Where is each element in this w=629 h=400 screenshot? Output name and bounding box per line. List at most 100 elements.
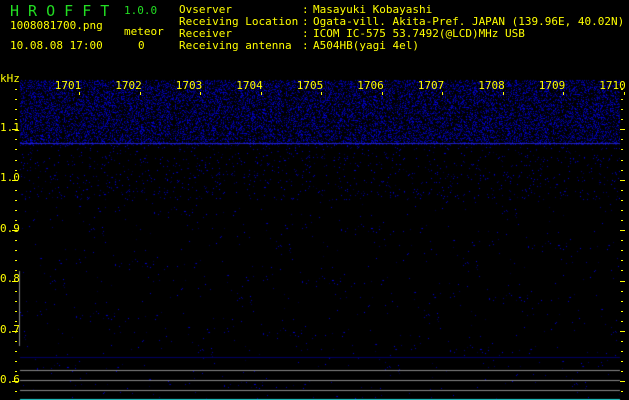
freq-tick <box>621 149 623 150</box>
freq-tick <box>621 210 623 211</box>
freq-tick <box>621 341 623 342</box>
freq-tick <box>621 220 623 221</box>
freq-tick <box>621 291 623 292</box>
freq-label: 1.1 <box>0 121 20 134</box>
freq-label: 0.9 <box>0 221 20 235</box>
freq-tick <box>15 160 17 161</box>
time-tick <box>503 92 504 95</box>
time-tick <box>382 92 383 95</box>
time-label: 1710 <box>599 79 626 92</box>
freq-tick <box>621 260 623 261</box>
freq-tick <box>620 381 625 382</box>
info-colon: : <box>302 15 309 28</box>
freq-tick <box>621 311 623 312</box>
freq-label: 0.8 <box>0 272 20 286</box>
freq-tick <box>620 281 625 282</box>
freq-tick <box>12 281 18 282</box>
info-value: Masayuki Kobayashi <box>313 3 433 16</box>
freq-tick <box>620 180 625 181</box>
freq-tick <box>621 240 623 241</box>
info-value: ICOM IC-575 53.7492(@LCD)MHz USB <box>313 27 525 40</box>
time-tick <box>624 92 625 95</box>
freq-tick <box>15 200 17 201</box>
freq-tick <box>15 190 17 191</box>
freq-tick <box>621 200 623 201</box>
freq-tick <box>15 139 17 140</box>
time-tick <box>261 92 262 95</box>
freq-tick <box>15 311 17 312</box>
time-label: 1709 <box>538 79 566 92</box>
freq-tick <box>12 230 18 231</box>
info-label: Ovserver <box>179 3 232 16</box>
freq-tick <box>12 180 18 181</box>
freq-tick <box>621 190 623 191</box>
freq-label: 0.6 <box>0 373 20 386</box>
freq-tick <box>15 391 17 392</box>
info-colon: : <box>302 3 309 16</box>
meteor-count: 0 <box>138 39 145 52</box>
filename: 1008081700.png <box>10 19 103 32</box>
freq-tick <box>621 391 623 392</box>
time-label: 1703 <box>175 79 203 92</box>
time-tick <box>200 92 201 95</box>
freq-tick <box>15 371 17 372</box>
datetime: 10.08.08 17:00 <box>10 39 103 52</box>
freq-tick <box>621 250 623 251</box>
freq-tick <box>621 139 623 140</box>
time-label: 1707 <box>417 79 445 92</box>
time-tick <box>442 92 443 95</box>
freq-tick <box>620 230 625 231</box>
time-tick <box>79 92 80 95</box>
freq-tick <box>621 160 623 161</box>
time-label: 1701 <box>54 79 82 92</box>
freq-tick <box>621 351 623 352</box>
freq-tick <box>15 119 17 120</box>
freq-tick <box>621 119 623 120</box>
freq-tick <box>15 321 17 322</box>
info-value: Ogata-vill. Akita-Pref. JAPAN (139.96E, … <box>313 15 625 28</box>
freq-tick <box>15 291 17 292</box>
freq-unit: kHz <box>0 72 20 85</box>
freq-tick <box>15 240 17 241</box>
freq-label: 1.0 <box>0 171 20 185</box>
freq-tick <box>15 109 17 110</box>
freq-tick <box>15 361 17 362</box>
freq-tick <box>621 99 623 100</box>
info-label: Receiver <box>179 27 232 40</box>
time-tick <box>563 92 564 95</box>
freq-tick <box>15 260 17 261</box>
freq-tick <box>15 301 17 302</box>
time-label: 1704 <box>236 79 263 92</box>
freq-tick <box>15 210 17 211</box>
info-colon: : <box>302 39 309 52</box>
spectrogram <box>0 70 629 400</box>
info-label: Receiving Location <box>179 15 299 28</box>
freq-tick <box>621 170 623 171</box>
app-version: 1.0.0 <box>124 4 158 17</box>
freq-tick <box>621 109 623 110</box>
freq-tick <box>15 341 17 342</box>
freq-tick <box>621 270 623 271</box>
freq-tick <box>15 89 17 90</box>
app-title: H R O F F T <box>10 2 110 20</box>
freq-tick <box>621 361 623 362</box>
time-tick <box>321 92 322 95</box>
freq-label: 0.7 <box>0 322 20 336</box>
freq-tick <box>12 129 18 130</box>
freq-tick <box>621 321 623 322</box>
freq-tick <box>12 381 18 382</box>
time-label: 1705 <box>296 79 324 92</box>
time-label: 1702 <box>115 79 142 92</box>
freq-tick <box>621 89 623 90</box>
freq-tick <box>621 301 623 302</box>
freq-tick <box>15 351 17 352</box>
freq-tick <box>15 99 17 100</box>
info-label: Receiving antenna <box>179 39 292 52</box>
freq-tick <box>15 270 17 271</box>
time-label: 1708 <box>478 79 505 92</box>
time-label: 1706 <box>357 79 384 92</box>
freq-tick <box>620 129 625 130</box>
freq-tick <box>15 220 17 221</box>
freq-tick <box>15 170 17 171</box>
meteor-label: meteor <box>124 25 164 38</box>
